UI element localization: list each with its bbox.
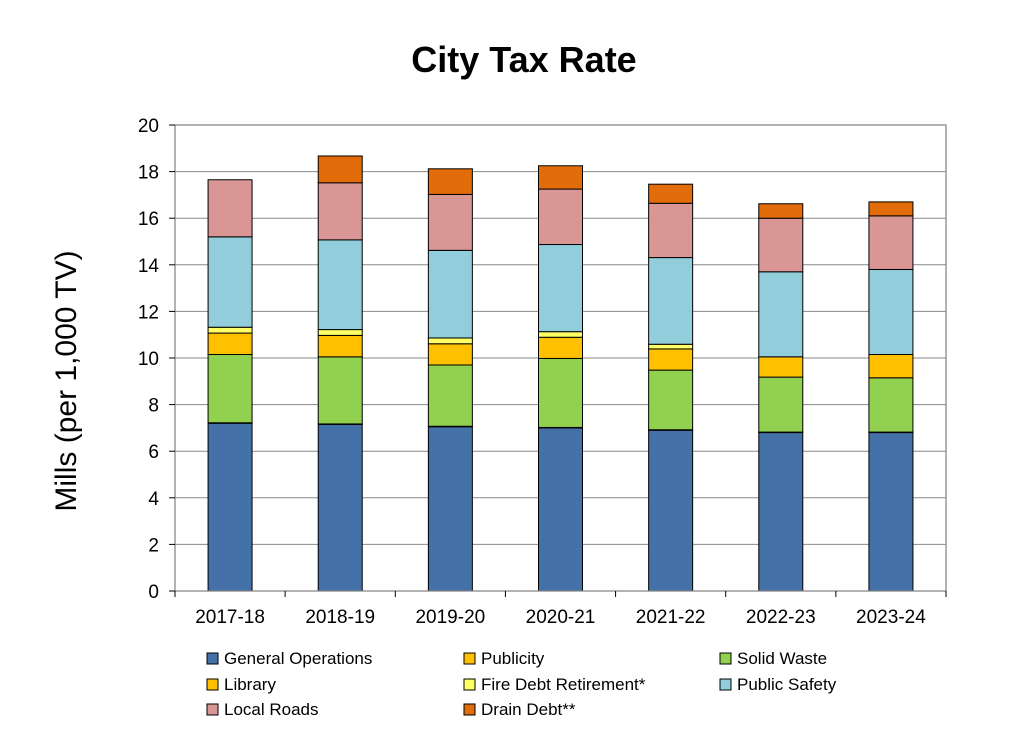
bar-segment-drain-debt bbox=[317, 155, 363, 184]
bar-segment-solid-waste bbox=[427, 364, 473, 427]
bar-segment-drain-debt bbox=[758, 203, 804, 219]
legend-swatch-general-operations bbox=[206, 652, 219, 665]
y-tick-label: 6 bbox=[148, 442, 159, 463]
bar-segment-local-roads bbox=[758, 217, 804, 273]
y-tick-label: 0 bbox=[148, 582, 159, 603]
bar-segment-drain-debt bbox=[538, 165, 583, 190]
bar-segment-public-safety bbox=[317, 239, 363, 331]
bar-segment-public-safety bbox=[538, 244, 583, 333]
legend-label: Publicity bbox=[481, 649, 545, 668]
bar-segment-library bbox=[207, 332, 253, 356]
bar-segment-fire-debt-retirement bbox=[317, 329, 363, 336]
legend-swatch-solid-waste bbox=[719, 652, 732, 665]
bar-segment-general-operations bbox=[648, 429, 694, 592]
bar-segment-general-operations bbox=[207, 422, 253, 592]
y-tick-label: 2 bbox=[148, 535, 159, 556]
legend-swatch-fire-debt-retirement bbox=[463, 678, 476, 691]
y-axis-label: Mills (per 1,000 TV) bbox=[50, 250, 83, 511]
legend-swatch-drain-debt bbox=[463, 703, 476, 716]
y-tick-label: 4 bbox=[148, 489, 159, 510]
bar-segment-drain-debt bbox=[868, 201, 914, 217]
x-axis-ticks: 2017-18 2018-19 2019-20 2020-21 2021-22 2022-… bbox=[174, 591, 947, 628]
bar-segment-library bbox=[648, 348, 694, 371]
x-tick-label: 2023-24 bbox=[856, 607, 926, 628]
y-tick-label: 18 bbox=[138, 163, 159, 184]
bar-segment-local-roads bbox=[317, 182, 363, 241]
x-tick-label: 2021-22 bbox=[636, 607, 706, 628]
chart-title: City Tax Rate bbox=[411, 39, 636, 80]
bar-segment-library bbox=[868, 354, 914, 379]
bar-segment-fire-debt-retirement bbox=[538, 331, 583, 338]
bar-segment-general-operations bbox=[758, 432, 804, 592]
bar-segment-public-safety bbox=[207, 236, 253, 328]
bar-segment-fire-debt-retirement bbox=[648, 343, 694, 350]
bar-segment-local-roads bbox=[538, 188, 583, 246]
bars bbox=[207, 155, 914, 592]
bar-segment-local-roads bbox=[427, 193, 473, 251]
bar-segment-local-roads bbox=[207, 179, 253, 238]
bar-segment-solid-waste bbox=[207, 354, 253, 424]
bar-segment-solid-waste bbox=[868, 377, 914, 433]
bar-segment-library bbox=[758, 356, 804, 378]
legend-label: Fire Debt Retirement* bbox=[481, 675, 646, 694]
bar-segment-library bbox=[538, 336, 583, 359]
bar-segment-library bbox=[427, 343, 473, 366]
bar-segment-library bbox=[317, 334, 363, 358]
legend-label: Library bbox=[224, 675, 276, 694]
bar-segment-drain-debt bbox=[648, 183, 694, 204]
bar-segment-general-operations bbox=[538, 427, 583, 592]
y-tick-label: 16 bbox=[138, 209, 159, 230]
bar-segment-general-operations bbox=[317, 423, 363, 592]
legend-swatch-library bbox=[206, 678, 219, 691]
legend-label: Drain Debt** bbox=[481, 700, 576, 719]
x-tick-label: 2017-18 bbox=[195, 607, 265, 628]
legend-label: Local Roads bbox=[224, 700, 319, 719]
bar-segment-solid-waste bbox=[317, 356, 363, 425]
y-tick-label: 8 bbox=[148, 396, 159, 417]
legend-label: Public Safety bbox=[737, 675, 837, 694]
legend-label: General Operations bbox=[224, 649, 372, 668]
bar-segment-fire-debt-retirement bbox=[427, 337, 473, 345]
bar-segment-public-safety bbox=[758, 271, 804, 358]
bar-segment-general-operations bbox=[868, 432, 914, 592]
legend-swatch-local-roads bbox=[206, 703, 219, 716]
y-tick-label: 20 bbox=[138, 116, 159, 137]
bar-segment-public-safety bbox=[427, 249, 473, 339]
legend-label: Solid Waste bbox=[737, 649, 827, 668]
y-axis-ticks: 0 2 4 6 8 10 12 14 16 18 20 bbox=[138, 116, 175, 603]
legend: General Operations Publicity Solid Waste Li… bbox=[206, 649, 837, 719]
x-tick-label: 2022-23 bbox=[746, 607, 816, 628]
legend-swatch-publicity bbox=[463, 652, 476, 665]
bar-segment-solid-waste bbox=[648, 369, 694, 431]
y-tick-label: 10 bbox=[138, 349, 159, 370]
x-tick-label: 2019-20 bbox=[415, 607, 485, 628]
bar-segment-public-safety bbox=[868, 268, 914, 356]
x-tick-label: 2020-21 bbox=[526, 607, 596, 628]
y-tick-label: 14 bbox=[138, 256, 160, 277]
bar-segment-solid-waste bbox=[758, 376, 804, 433]
bar-segment-local-roads bbox=[648, 202, 694, 259]
bar-segment-public-safety bbox=[648, 257, 694, 345]
x-tick-label: 2018-19 bbox=[305, 607, 375, 628]
legend-swatch-public-safety bbox=[719, 678, 732, 691]
bar-segment-solid-waste bbox=[538, 357, 583, 428]
bar-segment-fire-debt-retirement bbox=[207, 326, 253, 334]
bar-segment-general-operations bbox=[427, 426, 473, 592]
y-tick-label: 12 bbox=[138, 302, 159, 323]
bar-segment-local-roads bbox=[868, 215, 914, 270]
bar-segment-drain-debt bbox=[427, 168, 473, 195]
